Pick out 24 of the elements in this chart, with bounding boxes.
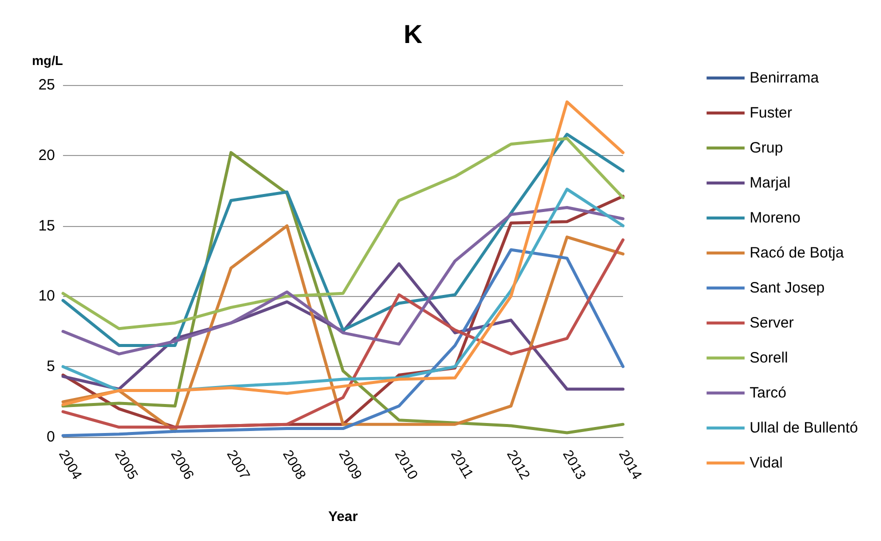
legend-label: Fuster [750, 104, 792, 122]
legend-label: Grup [750, 140, 783, 156]
legend-label: Racó de Botja [750, 244, 844, 262]
y-tick-label: 0 [46, 428, 55, 446]
x-axis-title: Year [328, 508, 358, 524]
legend-label: Ullal de Bullentó [750, 420, 858, 436]
legend-label: Server [750, 314, 794, 332]
legend-label: Marjal [750, 174, 790, 192]
legend-label: Moreno [750, 210, 800, 226]
y-tick-label: 25 [38, 76, 55, 94]
y-tick-label: 5 [46, 358, 55, 376]
y-tick-label: 20 [38, 146, 55, 164]
legend-label: Benirrama [750, 70, 820, 86]
line-series [62, 151, 624, 434]
legend-label: Sant Josep [750, 280, 825, 296]
line-series [62, 206, 624, 356]
y-tick-label: 15 [38, 217, 55, 234]
chart-title: K [404, 19, 423, 49]
line-series [62, 100, 624, 406]
legend-label: Tarcó [750, 384, 786, 402]
y-axis-title: mg/L [32, 53, 64, 68]
legend-label: Vidal [750, 454, 783, 472]
y-tick-label: 10 [38, 288, 55, 305]
legend-label: Sorell [750, 350, 788, 366]
